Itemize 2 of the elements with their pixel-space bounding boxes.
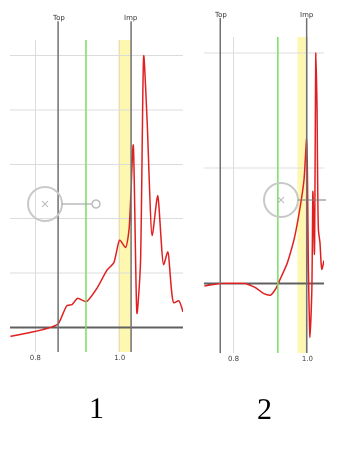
- text: 1: [89, 392, 104, 425]
- text: 2: [257, 393, 272, 426]
